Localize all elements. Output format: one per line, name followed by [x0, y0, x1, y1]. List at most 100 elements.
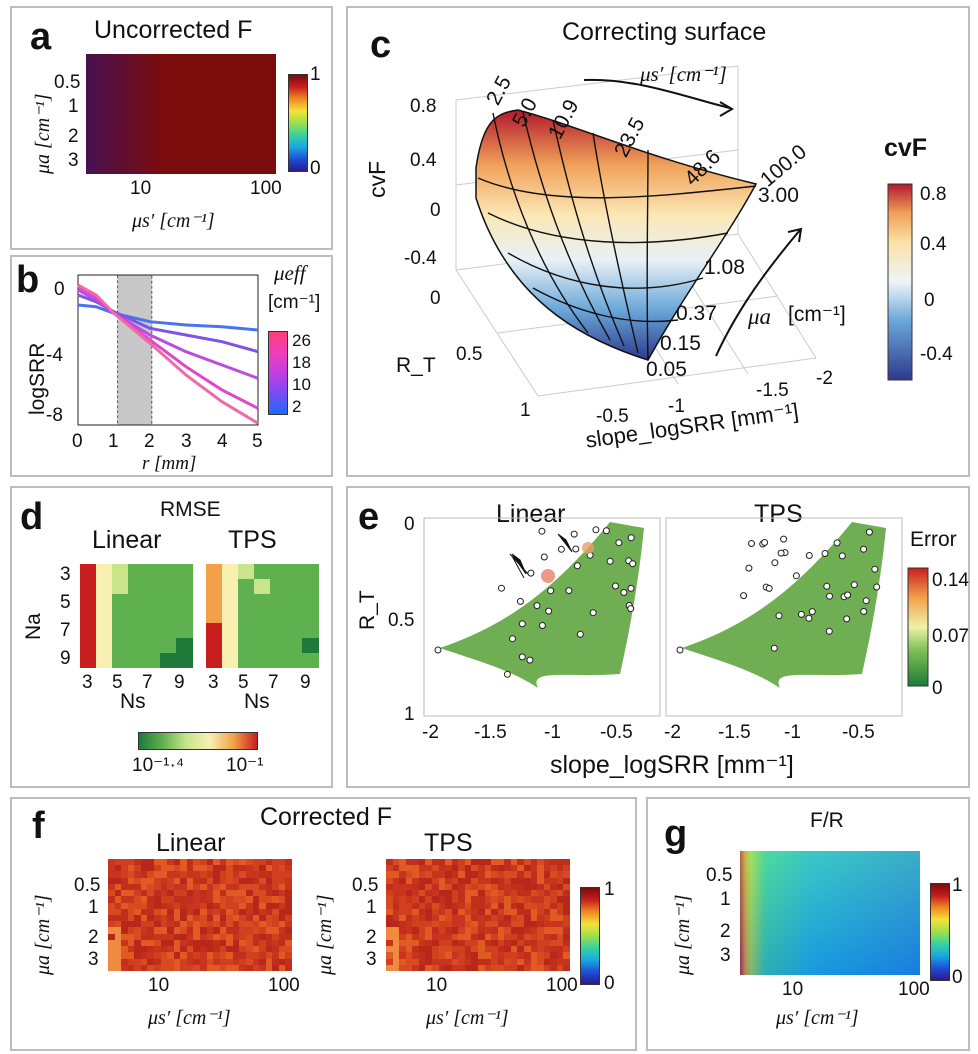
heatmap-cell — [265, 902, 273, 910]
heatmap-cell — [392, 859, 400, 866]
heatmap-cell — [497, 908, 505, 916]
heatmap-cell — [550, 946, 558, 953]
grid-node — [748, 540, 755, 547]
heatmap-cell — [537, 952, 545, 960]
heatmap-cell — [432, 871, 440, 879]
heatmap-cell — [121, 896, 129, 904]
heatmap-cell — [167, 871, 175, 879]
heatmap-cell — [272, 877, 280, 885]
heatmap-cell — [147, 877, 155, 885]
heatmap-cell — [563, 908, 571, 916]
heatmap-cell — [286, 578, 303, 595]
heatmap-cell — [458, 933, 466, 941]
heatmap-cell — [478, 902, 486, 910]
panel-g-title: F/R — [810, 809, 844, 832]
heatmap-cell — [154, 927, 162, 935]
heatmap-cell — [392, 921, 400, 928]
heatmap-cell — [550, 890, 558, 897]
heatmap-cell — [200, 877, 208, 885]
heatmap-cell — [160, 859, 168, 866]
heatmap-cell — [399, 933, 407, 941]
panel-f-sub-left: Linear — [156, 829, 226, 857]
heatmap-cell — [510, 883, 518, 891]
heatmap-cell — [497, 927, 505, 935]
heatmap-cell — [114, 902, 122, 910]
heatmap-cell — [206, 908, 214, 916]
heatmap-cell — [537, 939, 545, 947]
heatmap-cell — [302, 623, 319, 639]
panel-c-mua-value: 1.08 — [704, 256, 745, 279]
heatmap-cell — [114, 946, 122, 953]
heatmap-cell — [186, 952, 194, 960]
heatmap-cell — [451, 890, 459, 897]
heatmap-cell — [112, 578, 129, 595]
heatmap-cell — [154, 946, 162, 953]
heatmap-cell — [491, 896, 499, 904]
heatmap-cell — [180, 871, 188, 879]
heatmap-cell — [239, 964, 247, 972]
heatmap-cell — [478, 871, 486, 879]
heatmap-cell — [405, 958, 413, 966]
panel-e-cbar-title: Error — [910, 528, 957, 551]
heatmap-cell — [517, 952, 525, 960]
heatmap-cell — [246, 883, 254, 891]
panel-c-ytick: 0 — [430, 288, 441, 309]
heatmap-cell — [193, 958, 201, 966]
heatmap-cell — [180, 958, 188, 966]
heatmap-cell — [252, 915, 260, 922]
heatmap-cell — [167, 915, 175, 922]
heatmap-cell — [418, 939, 426, 947]
heatmap-cell — [226, 933, 234, 941]
panel-a-cbar-tick: 1 — [310, 64, 321, 85]
heatmap-cell — [478, 890, 486, 897]
panel-e-sub-right: TPS — [754, 500, 803, 528]
heatmap-cell — [478, 958, 486, 966]
heatmap-cell — [563, 958, 571, 966]
heatmap-cell — [510, 915, 518, 922]
heatmap-cell — [108, 908, 116, 916]
heatmap-cell — [176, 653, 193, 669]
panel-d-ylabel: Na — [22, 613, 45, 640]
heatmap-cell — [386, 921, 394, 928]
grid-node — [615, 539, 623, 547]
heatmap-cell — [154, 883, 162, 891]
heatmap-cell — [399, 877, 407, 885]
heatmap-cell — [451, 958, 459, 966]
heatmap-cell — [259, 964, 267, 972]
heatmap-cell — [491, 871, 499, 879]
panel-c-xtick: -0.5 — [596, 406, 629, 427]
grid-node — [873, 583, 881, 591]
heatmap-cell — [278, 958, 286, 966]
heatmap-cell — [108, 871, 116, 879]
heatmap-cell — [193, 915, 201, 922]
heatmap-cell — [438, 964, 446, 972]
heatmap-cell — [222, 623, 239, 639]
heatmap-cell — [114, 865, 122, 872]
heatmap-cell — [425, 859, 433, 866]
heatmap-cell — [484, 890, 492, 897]
grid-node — [498, 584, 505, 592]
heatmap-cell — [147, 939, 155, 947]
heatmap-cell — [222, 638, 239, 654]
panel-f-cbar-tick: 1 — [604, 879, 615, 900]
panel-c-xtick: -1.5 — [756, 380, 789, 401]
heatmap-cell — [458, 927, 466, 935]
heatmap-cell — [222, 608, 239, 624]
heatmap-cell — [265, 896, 273, 904]
panel-b-cbar-tick: 2 — [292, 397, 302, 416]
heatmap-cell — [254, 608, 271, 624]
heatmap-cell — [193, 964, 201, 972]
heatmap-cell — [425, 946, 433, 953]
panel-c-ztick: 0.8 — [410, 96, 437, 117]
panel-label-g: g — [664, 813, 688, 855]
heatmap-cell — [127, 859, 135, 866]
heatmap-cell — [193, 902, 201, 910]
heatmap-cell — [418, 890, 426, 897]
heatmap-cell — [478, 859, 486, 866]
heatmap-cell — [265, 908, 273, 916]
heatmap-cell — [147, 952, 155, 960]
heatmap-cell — [517, 933, 525, 941]
heatmap-cell — [186, 865, 194, 872]
panel-e-xtick: -1.5 — [718, 722, 751, 743]
heatmap-cell — [112, 608, 129, 624]
